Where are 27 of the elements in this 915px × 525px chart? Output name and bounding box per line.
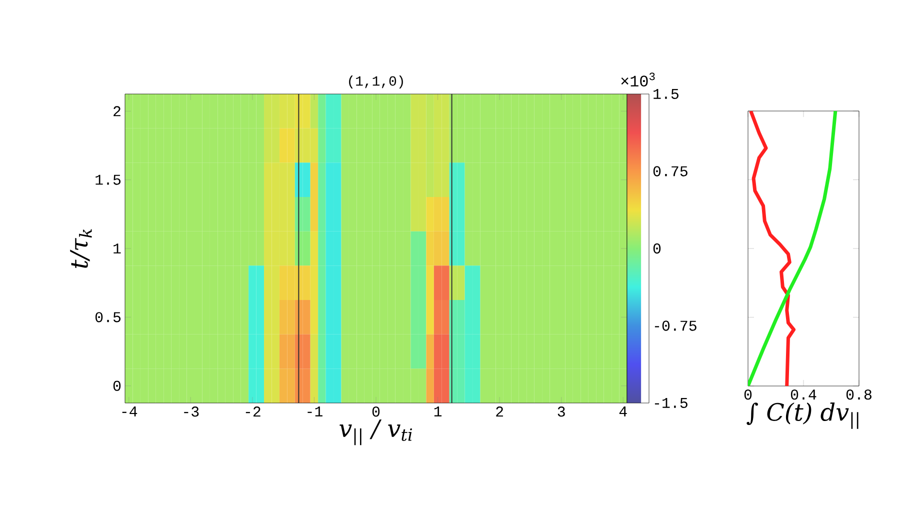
x-tick-label: -4	[122, 406, 138, 416]
color-bar-label: -0.75	[654, 320, 696, 331]
chart-title: (1,1,0)	[349, 75, 403, 88]
x-tick-label: 0.8	[846, 390, 872, 400]
y-tick-label: 1.5	[96, 174, 121, 185]
x-tick-label: 4	[619, 406, 627, 416]
x-tick-label: 1	[434, 406, 442, 416]
x-tick-label: 2	[496, 406, 503, 417]
color-bar-label: 0	[653, 243, 661, 254]
y-tick-label: 0	[113, 380, 121, 391]
x-tick-label: -3	[184, 406, 199, 417]
x-tick-label: -1	[308, 406, 322, 416]
y-tick-label: 0.5	[95, 312, 121, 322]
color-bar-label: 1.5	[654, 89, 678, 99]
x-tick-label: -2	[246, 406, 260, 417]
color-bar-label: 0.75	[653, 166, 688, 176]
color-bar-title: ×10$^{3}$	[621, 72, 655, 86]
y-tick-label: 1	[114, 244, 121, 254]
color-bar-label: -1.5	[654, 398, 688, 408]
y-axis-title: t/τ$_{k}$	[70, 229, 92, 268]
x-axis-title: ∫ C(t) dv$_{||}$	[746, 402, 858, 429]
x-tick-label: 0	[372, 406, 380, 417]
y-tick-label: 2	[114, 106, 120, 116]
x-tick-label: 0	[744, 390, 752, 400]
x-tick-label: 0.4	[790, 390, 816, 400]
x-tick-label: 3	[558, 406, 565, 417]
x-axis-title: v$_{||}$ / v$_{ti}$	[340, 420, 412, 446]
